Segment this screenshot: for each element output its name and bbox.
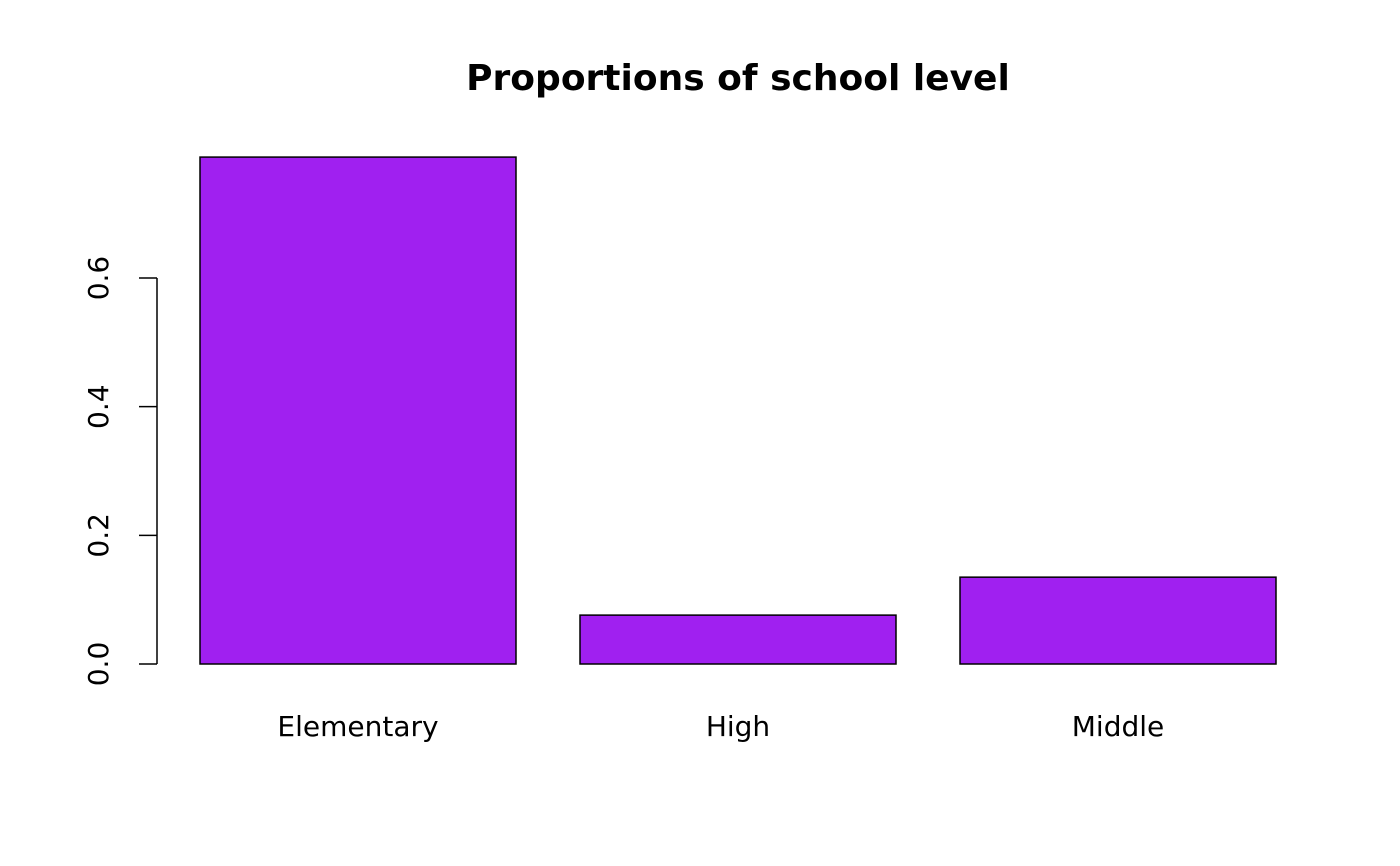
chart-title: Proportions of school level	[466, 58, 1010, 99]
y-tick-label: 0.2	[82, 513, 115, 558]
y-tick-label: 0.4	[82, 384, 115, 429]
bar	[959, 576, 1277, 665]
bar	[579, 614, 897, 665]
x-tick-label: High	[706, 710, 770, 743]
y-tick-label: 0.0	[82, 642, 115, 687]
y-tick-label: 0.6	[82, 256, 115, 301]
x-tick-label: Elementary	[277, 710, 438, 743]
bar	[199, 156, 517, 665]
x-tick-label: Middle	[1072, 710, 1165, 743]
